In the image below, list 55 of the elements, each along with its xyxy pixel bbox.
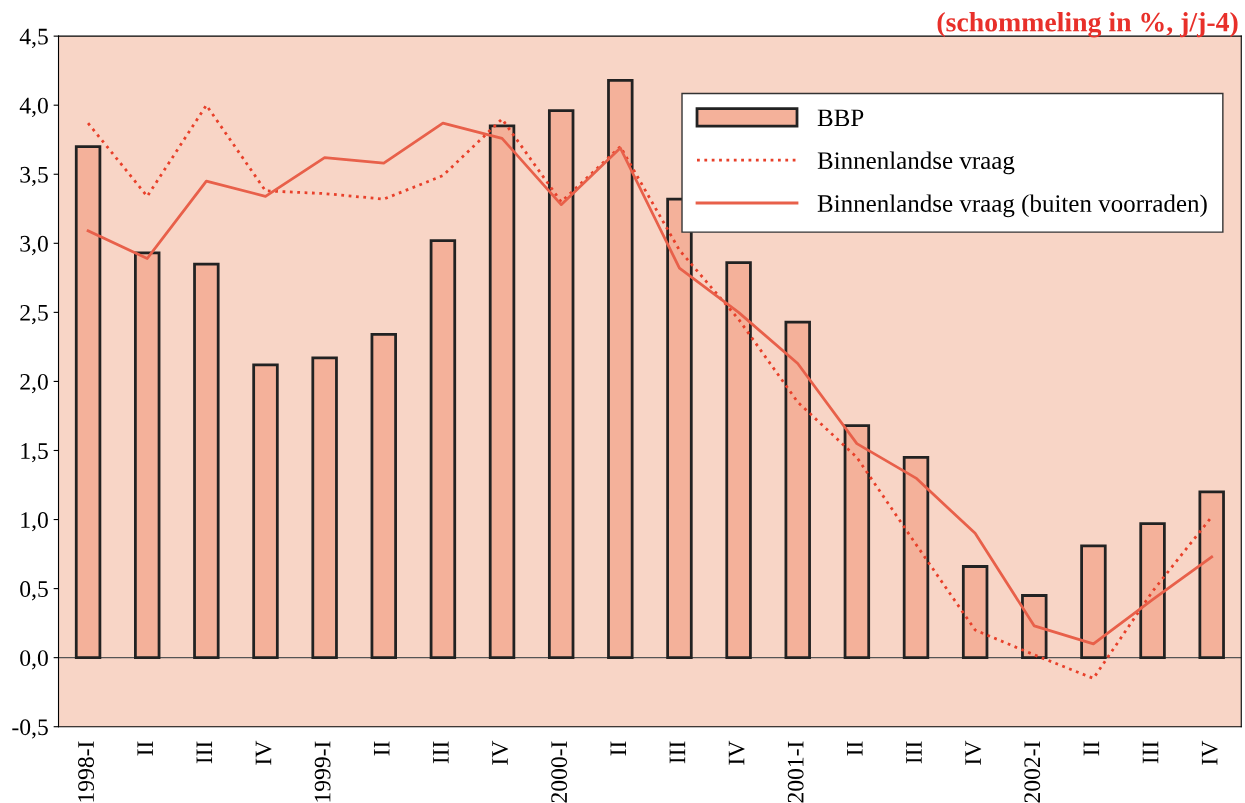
x-tick-label: II	[610, 741, 626, 756]
bar	[666, 197, 693, 660]
y-tick-label: 3,0	[20, 235, 48, 256]
bar	[1021, 594, 1048, 660]
bar	[607, 78, 634, 660]
x-tick-label: IV	[255, 740, 272, 765]
x-tick-label: III	[669, 741, 686, 764]
bar	[311, 356, 338, 660]
x-tick-label: 2002-I	[1024, 741, 1041, 803]
x-tick-label: 2000-I	[551, 741, 568, 803]
bar	[488, 124, 516, 660]
x-tick-label: II	[373, 741, 390, 756]
legend-label: BBP	[817, 109, 864, 127]
x-tick-label: IV	[965, 740, 982, 765]
y-tick-label: 0,5	[20, 581, 48, 601]
legend-label: Binnenlandse vraag (buiten voorraden)	[817, 194, 1207, 218]
bar	[1198, 490, 1225, 660]
y-tick-label: 0,0	[20, 650, 48, 670]
x-tick-label: IV	[1201, 740, 1218, 765]
y-tick-label: 2,0	[20, 373, 48, 394]
y-tick-label: 2,5	[20, 304, 48, 325]
bar	[252, 363, 279, 660]
y-tick-label: 3,5	[20, 166, 48, 187]
bar	[725, 261, 752, 660]
y-tick-label: 4,0	[19, 97, 48, 118]
y-tick-label: -0,5	[12, 719, 48, 739]
y-tick-label: 1,0	[21, 512, 48, 532]
x-tick-label: III	[433, 741, 449, 764]
x-tick-label: IV	[492, 740, 509, 765]
y-tick-label: 1,5	[21, 443, 48, 463]
y-tick-label: 4,5	[19, 28, 48, 48]
x-tick-label: III	[196, 741, 213, 764]
bar	[429, 239, 457, 660]
x-tick-label: 1998-I	[78, 741, 94, 802]
x-tick-label: 1999-I	[314, 741, 331, 802]
bar	[843, 424, 871, 660]
bar	[1080, 544, 1107, 660]
bar	[961, 565, 989, 660]
x-tick-label: II	[1083, 741, 1100, 756]
bar	[193, 262, 220, 660]
bar	[784, 320, 811, 660]
x-tick-label: II	[137, 741, 153, 756]
chart-title: (schommeling in %, j/j-4)	[937, 12, 1238, 38]
bar	[1139, 522, 1166, 660]
legend-label: Binnenlandse vraag	[817, 151, 1015, 175]
bar	[134, 251, 161, 660]
x-tick-label: 2001-I	[787, 741, 804, 803]
x-tick-label: II	[847, 741, 863, 756]
bar	[74, 145, 102, 660]
x-tick-label: III	[906, 741, 922, 764]
bar	[370, 333, 397, 660]
x-tick-label: III	[1142, 741, 1159, 764]
bar	[547, 109, 575, 660]
x-tick-label: IV	[728, 740, 745, 765]
bar	[902, 456, 930, 660]
